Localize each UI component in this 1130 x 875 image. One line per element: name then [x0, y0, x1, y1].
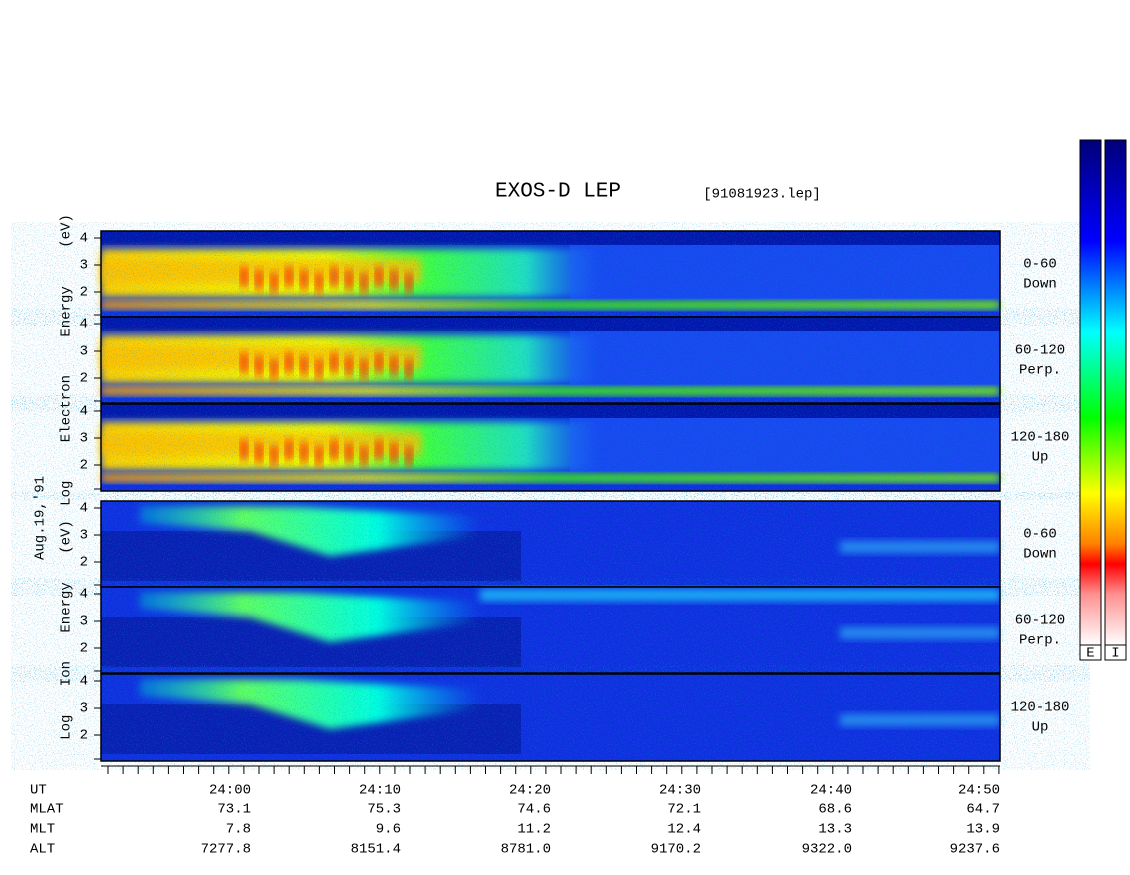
row-label: MLT [30, 822, 55, 838]
angle-label: 60-120 [1015, 343, 1065, 359]
direction-label: Down [1023, 277, 1057, 293]
angle-label: 0-60 [1023, 257, 1057, 273]
noise [101, 404, 1000, 491]
direction-label: Up [1032, 450, 1049, 466]
colorbar [1104, 139, 1127, 646]
y-tick-label: 4 [80, 231, 88, 247]
row-value: 11.2 [517, 822, 551, 838]
direction-label: Down [1023, 547, 1057, 563]
noise [101, 587, 1000, 673]
y-tick-label: 2 [80, 555, 88, 571]
row-value: 72.1 [667, 802, 701, 818]
row-value: 68.6 [818, 802, 852, 818]
angle-label: 0-60 [1023, 527, 1057, 543]
y-tick-label: 4 [80, 317, 88, 333]
noise [101, 674, 1000, 761]
y-tick-label: 3 [80, 528, 88, 544]
direction-label: Perp. [1019, 633, 1061, 649]
row-value: 8781.0 [501, 842, 551, 858]
row-label: MLAT [30, 802, 64, 818]
panel-frame [100, 316, 1001, 404]
noise [101, 317, 1000, 403]
y-tick-label: 3 [80, 344, 88, 360]
y-tick-label: 4 [80, 404, 88, 420]
angle-label: 120-180 [1011, 430, 1070, 446]
row-value: 24:40 [810, 783, 852, 799]
colorbar [1079, 139, 1102, 646]
row-value: 74.6 [517, 802, 551, 818]
row-value: 24:50 [958, 783, 1000, 799]
row-value: 9170.2 [651, 842, 701, 858]
y-tick-label: 2 [80, 728, 88, 744]
direction-label: Up [1032, 720, 1049, 736]
row-value: 9322.0 [802, 842, 852, 858]
date-label: Aug.19,'91 [33, 476, 49, 560]
title: EXOS-D LEP [495, 181, 621, 204]
colorbar-label-box [1079, 644, 1102, 661]
y-tick-label: 2 [80, 458, 88, 474]
y-tick-label: 2 [80, 641, 88, 657]
row-value: 24:20 [509, 783, 551, 799]
colorbar-label: I [1111, 646, 1119, 662]
angle-label: 120-180 [1011, 700, 1070, 716]
noise [101, 231, 1000, 317]
row-value: 13.3 [818, 822, 852, 838]
panel-frame [100, 403, 1001, 492]
colorbar-label-box [1104, 644, 1127, 661]
y-tick-label: 3 [80, 614, 88, 630]
row-label: ALT [30, 842, 55, 858]
row-value: 12.4 [667, 822, 701, 838]
row-value: 64.7 [966, 802, 1000, 818]
row-value: 75.3 [367, 802, 401, 818]
y-tick-label: 2 [80, 285, 88, 301]
file-name: [91081923.lep] [703, 187, 821, 203]
y-tick-label: 4 [80, 674, 88, 690]
row-value: 24:10 [359, 783, 401, 799]
ion-axis-label: Log Ion Energy (eV) [59, 520, 75, 740]
y-tick-label: 2 [80, 371, 88, 387]
electron-axis-label: Log Electron Energy (eV) [59, 214, 75, 506]
row-value: 13.9 [966, 822, 1000, 838]
angle-label: 60-120 [1015, 613, 1065, 629]
row-value: 24:30 [659, 783, 701, 799]
y-tick-label: 4 [80, 587, 88, 603]
y-tick-label: 3 [80, 258, 88, 274]
row-value: 73.1 [217, 802, 251, 818]
y-tick-label: 3 [80, 431, 88, 447]
noise [101, 501, 1000, 587]
row-value: 8151.4 [351, 842, 401, 858]
direction-label: Perp. [1019, 363, 1061, 379]
y-tick-label: 3 [80, 701, 88, 717]
panel-frame [100, 586, 1001, 674]
row-value: 7.8 [226, 822, 251, 838]
y-tick-label: 4 [80, 501, 88, 517]
row-value: 24:00 [209, 783, 251, 799]
colorbar-label: E [1086, 646, 1094, 662]
panel-frame [100, 673, 1001, 762]
row-value: 9237.6 [950, 842, 1000, 858]
row-value: 7277.8 [201, 842, 251, 858]
row-value: 9.6 [376, 822, 401, 838]
row-label: UT [30, 783, 47, 799]
